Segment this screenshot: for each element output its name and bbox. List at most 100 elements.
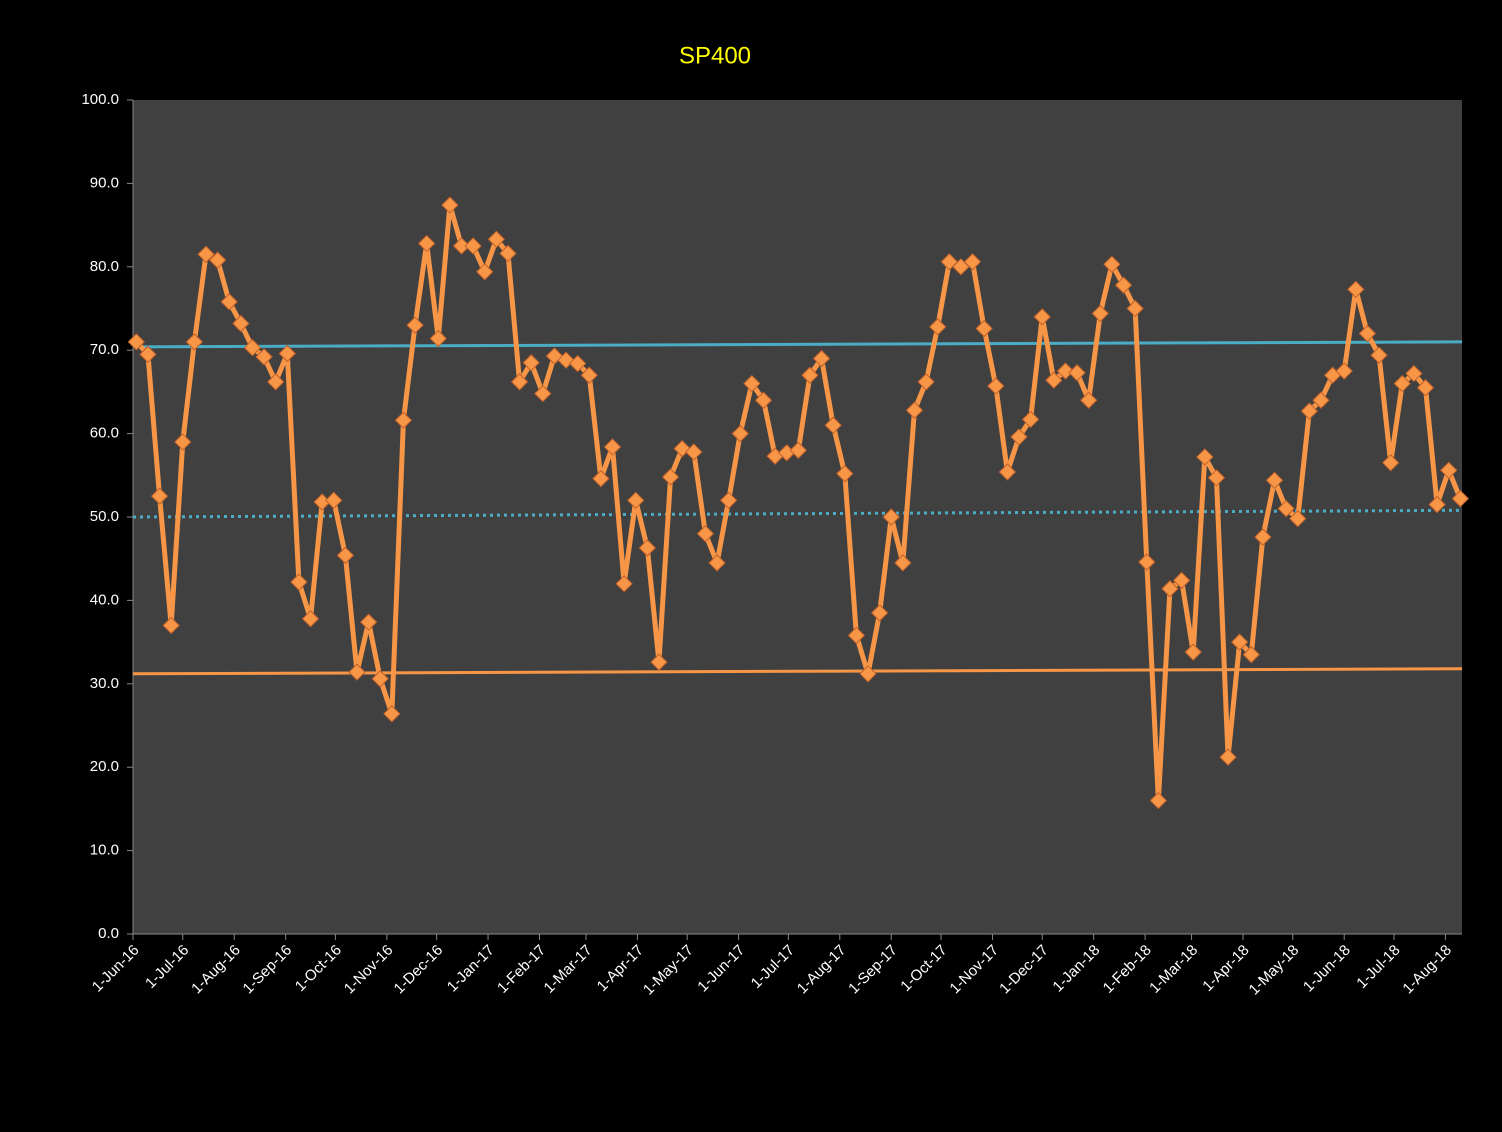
marker — [476, 263, 494, 281]
chart-title: SP400 — [679, 42, 751, 69]
marker — [1451, 489, 1470, 508]
marker — [1010, 428, 1028, 446]
marker — [290, 573, 308, 591]
marker — [836, 464, 854, 483]
marker — [894, 554, 912, 572]
marker — [1230, 633, 1249, 651]
marker — [545, 347, 564, 365]
marker — [1242, 645, 1260, 664]
reference-line — [132, 340, 1463, 349]
marker — [127, 333, 146, 351]
marker — [917, 373, 935, 391]
marker — [1381, 454, 1400, 472]
marker — [220, 293, 238, 311]
marker — [185, 333, 204, 351]
marker — [255, 348, 273, 366]
marker — [162, 616, 180, 635]
marker — [232, 314, 250, 333]
marker — [1300, 402, 1319, 420]
marker — [499, 244, 517, 263]
marker — [1184, 643, 1202, 661]
marker — [627, 491, 645, 510]
y-tick-label: 60.0 — [90, 425, 119, 442]
marker — [615, 575, 633, 593]
marker — [174, 433, 192, 451]
marker — [650, 653, 668, 671]
marker — [731, 424, 749, 443]
marker — [801, 366, 819, 384]
marker — [580, 366, 598, 384]
marker — [1103, 255, 1121, 274]
marker — [638, 539, 657, 557]
marker — [464, 237, 482, 255]
marker — [1091, 304, 1110, 323]
marker — [452, 237, 471, 255]
marker — [1289, 509, 1307, 528]
plot-area — [133, 100, 1462, 934]
y-tick-label: 100.0 — [81, 91, 119, 108]
marker — [243, 338, 262, 357]
y-tick-label: 80.0 — [90, 258, 119, 275]
marker — [1347, 280, 1365, 299]
marker — [859, 665, 877, 683]
marker — [417, 234, 436, 253]
marker — [928, 318, 947, 336]
marker — [278, 344, 297, 363]
marker — [1079, 391, 1098, 409]
marker — [406, 316, 424, 334]
marker — [1138, 553, 1156, 571]
marker — [139, 345, 157, 364]
marker — [1056, 362, 1075, 380]
marker — [696, 524, 715, 543]
marker — [1021, 410, 1040, 429]
y-tick-label: 50.0 — [90, 508, 119, 525]
marker — [1196, 448, 1214, 466]
marker — [603, 438, 622, 456]
marker — [882, 508, 900, 526]
marker — [510, 373, 529, 391]
marker — [383, 705, 401, 723]
marker — [1428, 495, 1446, 514]
marker — [348, 663, 366, 681]
marker — [1068, 364, 1086, 382]
y-tick-label: 30.0 — [90, 675, 119, 692]
marker — [150, 487, 169, 505]
marker — [685, 443, 703, 461]
marker — [534, 384, 552, 403]
marker — [1172, 571, 1191, 590]
marker — [429, 329, 447, 348]
y-tick-label: 40.0 — [90, 591, 119, 608]
marker — [1045, 371, 1063, 389]
marker — [1207, 469, 1226, 487]
marker — [394, 411, 413, 429]
marker — [557, 351, 575, 369]
marker — [719, 491, 738, 510]
marker — [987, 377, 1005, 395]
marker — [940, 253, 959, 271]
marker — [266, 373, 285, 391]
marker — [661, 468, 680, 486]
marker — [1393, 374, 1411, 393]
marker — [708, 554, 726, 572]
marker — [1416, 379, 1435, 397]
marker — [963, 253, 982, 271]
marker — [568, 354, 587, 373]
marker — [1277, 499, 1295, 518]
marker — [301, 610, 320, 628]
y-tick-label: 0.0 — [98, 925, 119, 942]
marker — [1219, 748, 1237, 766]
marker — [812, 349, 831, 368]
marker — [998, 463, 1017, 481]
y-tick-label: 10.0 — [90, 842, 119, 859]
y-tick-label: 70.0 — [90, 341, 119, 358]
y-tick-label: 90.0 — [90, 174, 119, 191]
marker — [1033, 308, 1051, 326]
marker — [1440, 461, 1458, 480]
marker — [487, 230, 506, 248]
marker — [359, 613, 378, 631]
marker — [208, 251, 227, 269]
marker — [743, 374, 761, 393]
marker — [905, 401, 924, 419]
marker — [325, 491, 343, 510]
